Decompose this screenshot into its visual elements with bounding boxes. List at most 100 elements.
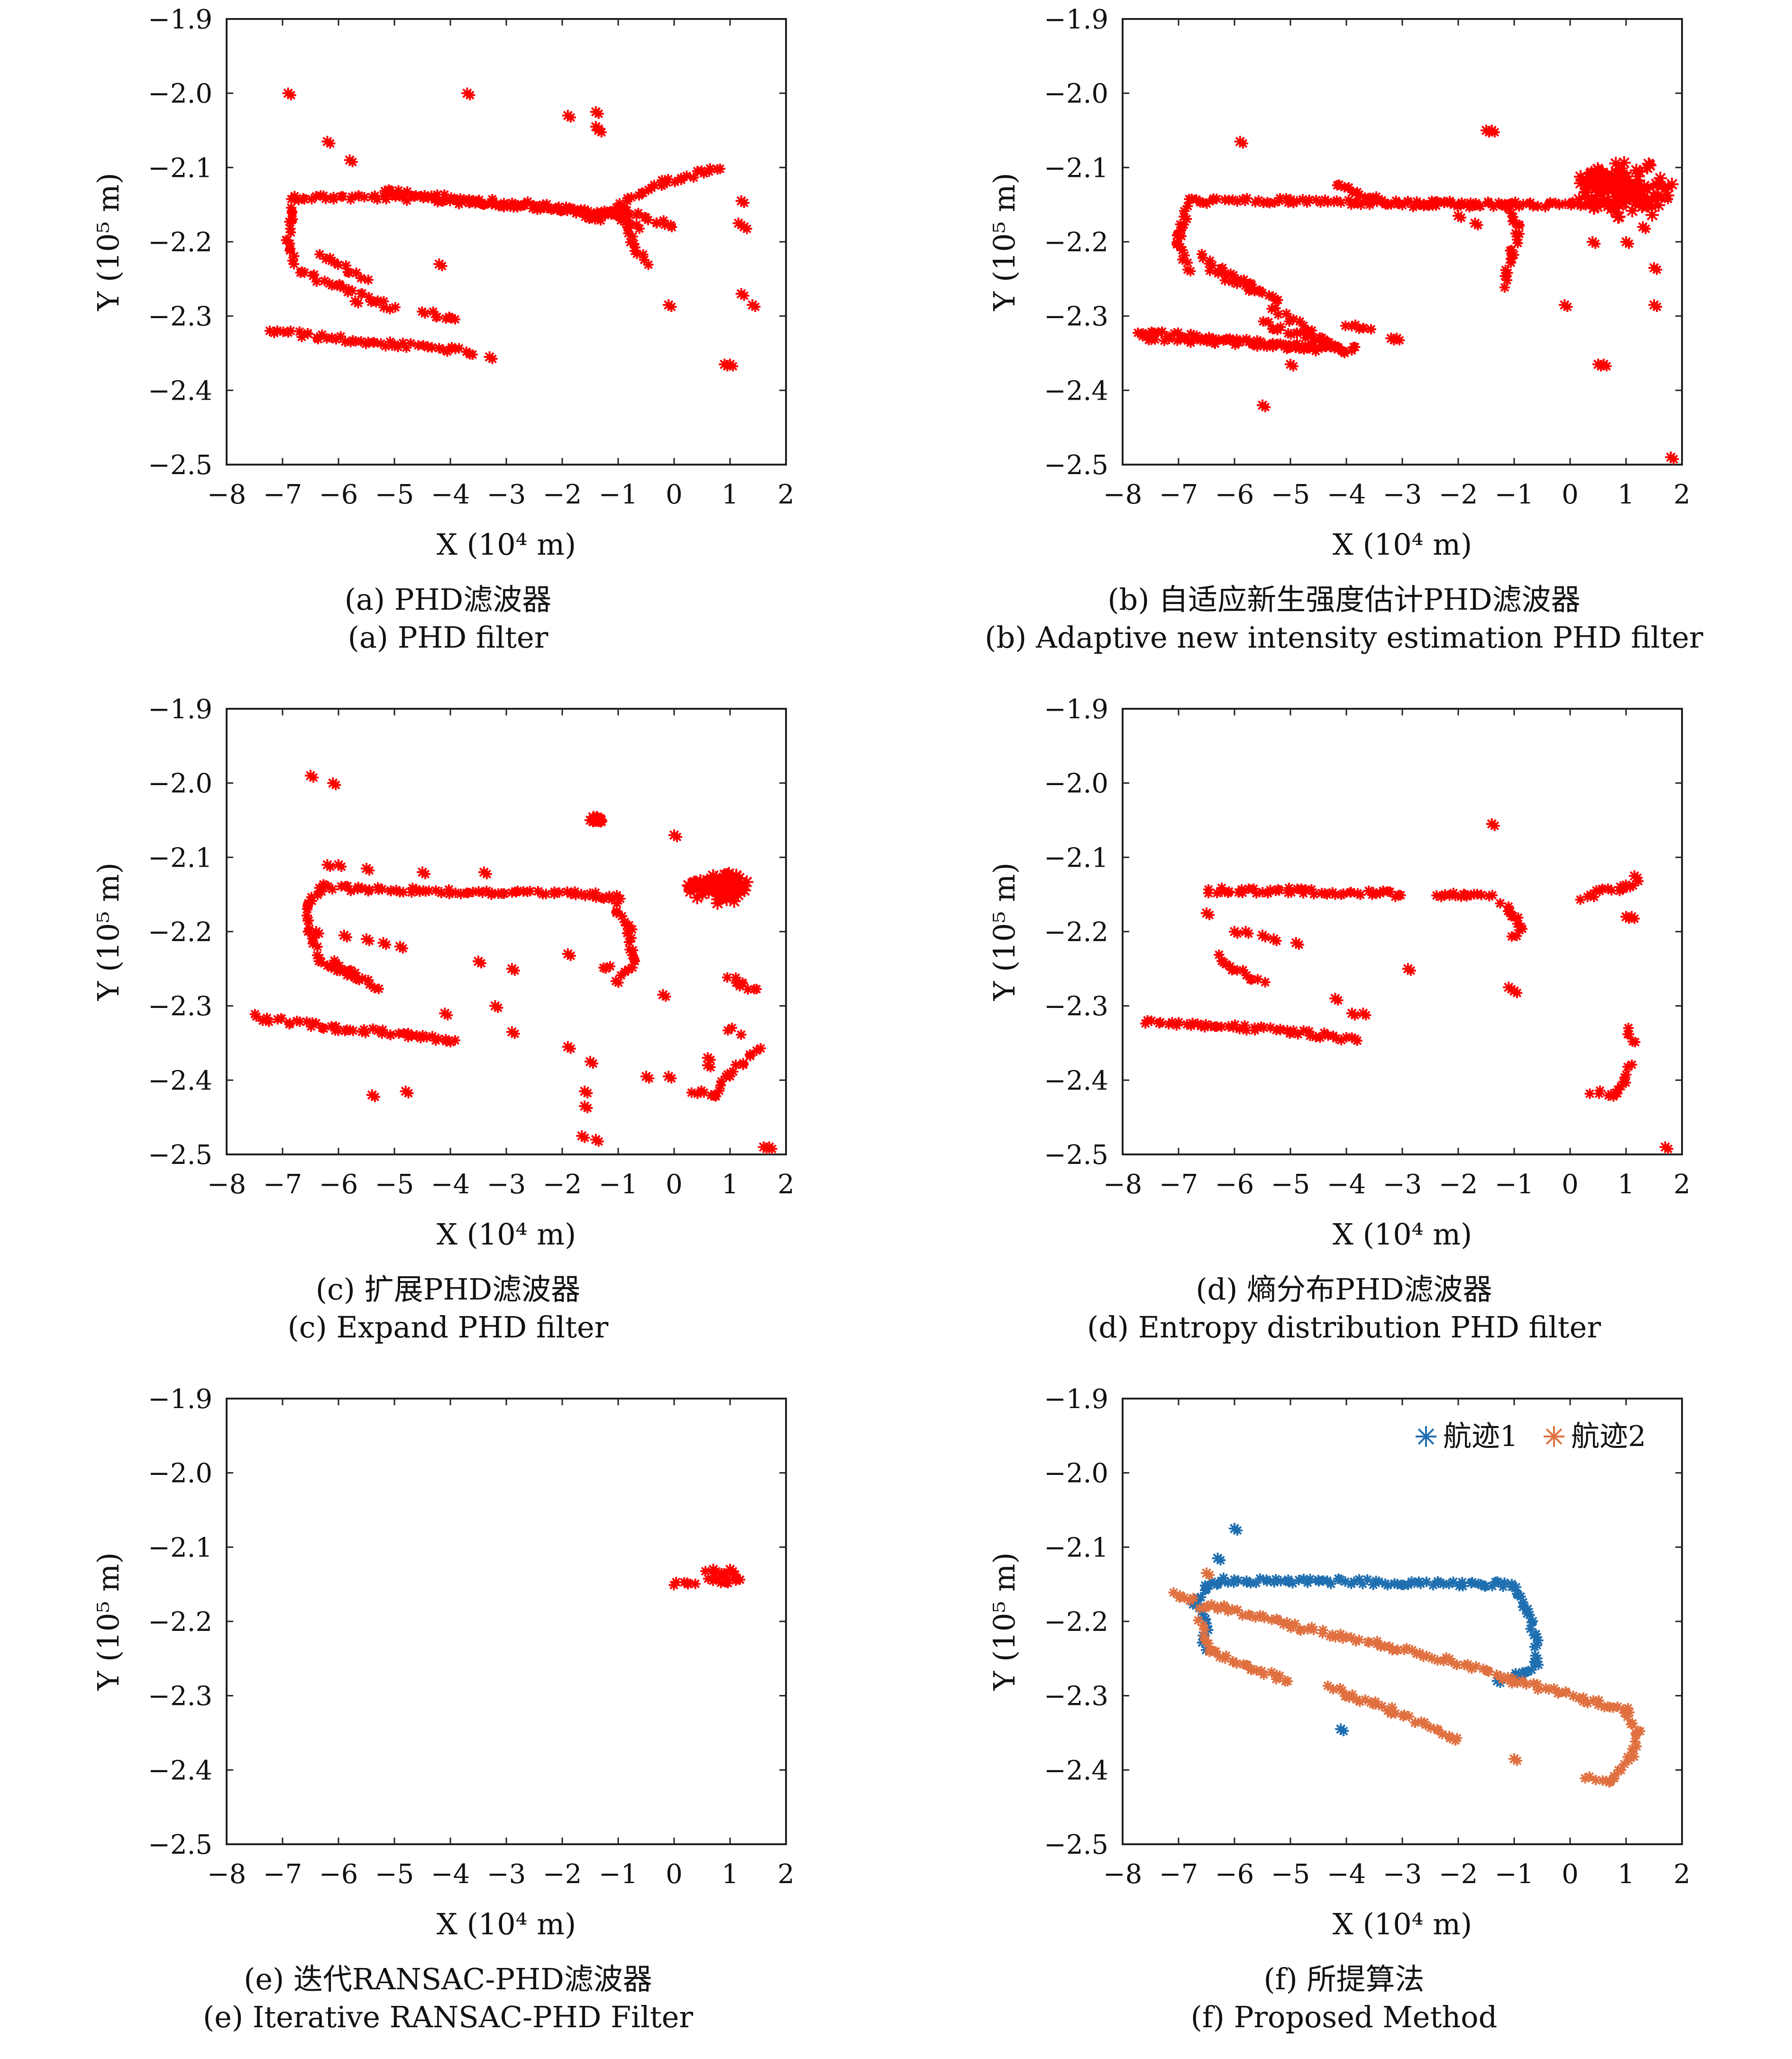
x-tick-label: −6 (1215, 1859, 1254, 1890)
x-tick-label: 0 (666, 1169, 683, 1200)
x-tick-label: 1 (722, 1169, 739, 1200)
y-axis-label: Y (10⁵ m) (91, 862, 126, 1001)
y-tick-label: −2.2 (148, 1607, 212, 1638)
legend: 航迹1 航迹2 (1416, 1420, 1646, 1453)
x-tick-label: −4 (1327, 479, 1366, 510)
x-tick-label: −8 (207, 1169, 247, 1200)
x-tick-label: −1 (1495, 1859, 1534, 1890)
y-tick-label: −2.4 (148, 1065, 212, 1096)
y-tick-label: −2.3 (1044, 1681, 1108, 1712)
x-tick-label: −7 (263, 1169, 302, 1200)
x-tick-label: 1 (722, 1859, 739, 1890)
caption-en-f: (f) Proposed Method (896, 1998, 1792, 2036)
y-axis-label: Y (10⁵ m) (987, 1552, 1022, 1691)
y-tick-label: −2.2 (1044, 1607, 1108, 1638)
y-tick-label: −2.0 (148, 79, 212, 110)
y-tick-label: −1.9 (148, 1384, 212, 1415)
x-tick-label: −8 (207, 1859, 247, 1890)
caption-cn-b: (b) 自适应新生强度估计PHD滤波器 (896, 581, 1792, 619)
x-tick-label: −1 (1495, 1169, 1534, 1200)
y-tick-label: −1.9 (1044, 4, 1108, 35)
x-tick-label: −6 (319, 479, 358, 510)
x-tick-label: 1 (1618, 479, 1635, 510)
x-tick-label: 0 (666, 1859, 683, 1890)
plot-frame (227, 1399, 786, 1844)
y-tick-label: −2.1 (1044, 842, 1108, 873)
x-axis-label: X (10⁴ m) (1333, 1907, 1472, 1941)
x-tick-label: −7 (1159, 1859, 1198, 1890)
x-tick-label: −1 (599, 479, 638, 510)
y-tick-label: −2.0 (1044, 79, 1108, 110)
y-tick-label: −2.3 (1044, 302, 1108, 332)
y-tick-label: −2.4 (1044, 375, 1108, 406)
x-tick-label: 1 (722, 479, 739, 510)
y-tick-label: −2.3 (1044, 991, 1108, 1022)
x-tick-label: −7 (1159, 479, 1198, 510)
y-axis-label: Y (10⁵ m) (91, 173, 126, 311)
y-tick-label: −2.3 (148, 302, 212, 332)
x-tick-label: −4 (431, 1859, 470, 1890)
x-tick-label: −6 (319, 1859, 358, 1890)
caption-en-e: (e) Iterative RANSAC-PHD Filter (0, 1998, 896, 2036)
caption-en-c: (c) Expand PHD filter (0, 1309, 896, 1346)
y-tick-label: −2.5 (148, 1140, 212, 1171)
x-tick-label: 0 (1562, 1859, 1579, 1890)
x-tick-label: 2 (1673, 479, 1691, 510)
y-tick-label: −2.4 (1044, 1755, 1108, 1786)
x-tick-label: −5 (375, 1859, 414, 1890)
x-tick-label: −3 (1383, 479, 1422, 510)
x-tick-label: 0 (1562, 479, 1579, 510)
x-tick-label: −5 (375, 1169, 414, 1200)
y-tick-label: −2.1 (148, 1532, 212, 1563)
x-tick-label: −5 (1271, 1169, 1310, 1200)
series-2-markers (1169, 1567, 1646, 1787)
x-tick-label: −2 (1439, 1859, 1478, 1890)
series-1-markers (250, 770, 777, 1154)
legend-entry-2: 航迹2 (1571, 1420, 1646, 1453)
x-tick-label: −7 (1159, 1169, 1198, 1200)
x-tick-label: −8 (207, 479, 247, 510)
x-tick-label: −3 (1383, 1169, 1422, 1200)
x-axis-label: X (10⁴ m) (437, 1907, 576, 1941)
caption-cn-d: (d) 熵分布PHD滤波器 (896, 1271, 1792, 1309)
x-tick-label: −3 (487, 1169, 526, 1200)
y-tick-label: −1.9 (1044, 694, 1108, 725)
x-tick-label: 1 (1618, 1859, 1635, 1890)
y-tick-label: −2.3 (148, 991, 212, 1022)
y-tick-label: −2.4 (148, 375, 212, 406)
legend-entry-1: 航迹1 (1443, 1420, 1518, 1453)
x-tick-label: −8 (1103, 479, 1143, 510)
y-tick-label: −2.5 (148, 450, 212, 481)
x-tick-label: −6 (1215, 1169, 1254, 1200)
y-tick-label: −2.1 (148, 153, 212, 183)
series-1-markers (1133, 125, 1679, 464)
y-tick-label: −2.4 (148, 1755, 212, 1786)
x-tick-label: −6 (1215, 479, 1254, 510)
x-axis-label: X (10⁴ m) (437, 527, 576, 562)
x-tick-label: 1 (1618, 1169, 1635, 1200)
y-tick-label: −2.0 (1044, 1458, 1108, 1489)
y-tick-label: −2.2 (148, 917, 212, 948)
x-tick-label: −2 (543, 1169, 582, 1200)
y-tick-label: −2.4 (1044, 1065, 1108, 1096)
x-axis-label: X (10⁴ m) (1333, 527, 1472, 562)
y-tick-label: −2.2 (1044, 227, 1108, 258)
y-tick-label: −1.9 (148, 4, 212, 35)
caption-cn-c: (c) 扩展PHD滤波器 (0, 1271, 896, 1309)
x-tick-label: −2 (543, 479, 582, 510)
caption-cn-a: (a) PHD滤波器 (0, 581, 896, 619)
x-tick-label: 2 (1673, 1169, 1691, 1200)
y-tick-label: −1.9 (148, 694, 212, 725)
x-axis-label: X (10⁴ m) (437, 1217, 576, 1252)
x-tick-label: 2 (777, 1859, 795, 1890)
x-tick-label: −6 (319, 1169, 358, 1200)
caption-en-a: (a) PHD filter (0, 619, 896, 657)
